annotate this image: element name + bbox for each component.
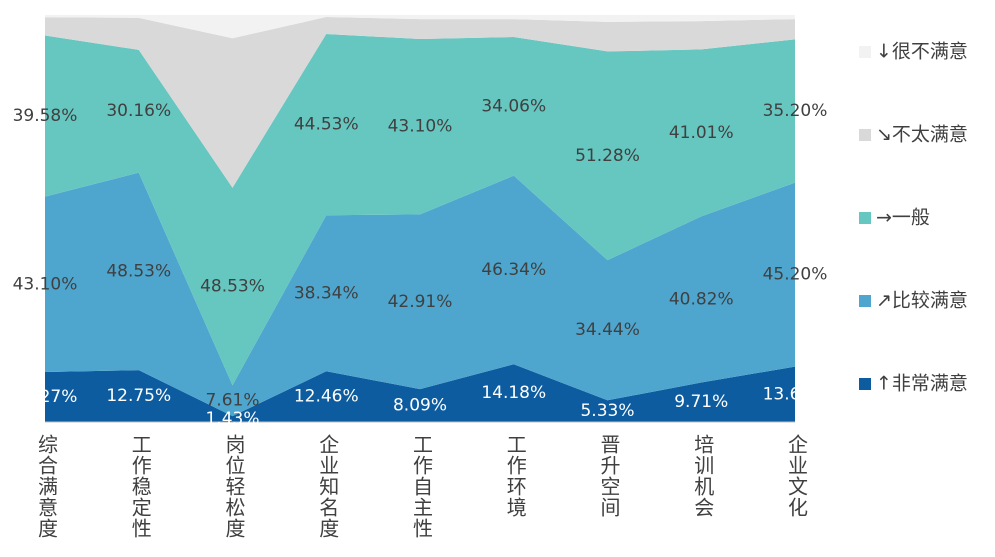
x-tick-label: 工作环境 [503,434,527,518]
x-tick-label: 岗位轻松度 [222,434,246,539]
area [45,172,795,417]
value-label: 5.33% [580,401,634,421]
legend-swatch [859,378,871,390]
value-label: 46.34% [481,260,546,280]
value-label: 39.58% [13,106,78,126]
value-label: 43.10% [13,274,78,294]
value-label: 30.16% [106,101,171,121]
value-label: 12.75% [106,386,171,406]
area [45,364,795,422]
value-label: 51.28% [575,146,640,166]
area [45,15,795,39]
legend-label: ↗比较满意 [876,290,968,312]
value-label: 38.34% [294,283,359,303]
value-label: 12.46% [294,387,359,407]
x-tick-label: 企业知名度 [316,434,340,539]
value-label: 45.20% [763,265,828,285]
value-label: 14.18% [481,383,546,403]
value-label: 41.01% [669,123,734,143]
value-label: 34.44% [575,320,640,340]
x-tick-label: 晋升空间 [597,434,621,518]
value-label: 8.09% [393,396,447,416]
value-label: 1.43% [205,409,259,429]
value-label: 9.71% [674,392,728,412]
value-label: 35.20% [763,101,828,121]
value-label: 40.82% [669,289,734,309]
value-label: 7.61% [205,391,259,411]
value-label: 13.61% [763,384,828,404]
legend-label: ↑非常满意 [876,373,968,395]
legend-swatch [859,295,871,307]
x-tick-label: 综合满意度 [35,434,59,539]
value-label: 42.91% [388,292,453,312]
value-label: 12.27% [13,387,78,407]
value-label: 43.10% [388,117,453,137]
x-tick-label: 工作稳定性 [128,434,152,539]
x-tick-label: 培训机会 [691,434,715,518]
x-tick-label: 工作自主性 [410,434,434,539]
legend-swatch [859,212,871,224]
x-tick-label: 企业文化 [785,434,809,518]
legend-label: ↓很不满意 [876,41,968,63]
legend-swatch [859,129,871,141]
value-label: 44.53% [294,115,359,135]
legend-swatch [859,46,871,58]
value-label: 48.53% [106,261,171,281]
area [45,17,795,188]
area [45,34,795,386]
value-label: 48.53% [200,276,265,296]
legend-label: →一般 [876,207,930,229]
legend-label: ↘不太满意 [876,124,968,146]
value-label: 34.06% [481,96,546,116]
